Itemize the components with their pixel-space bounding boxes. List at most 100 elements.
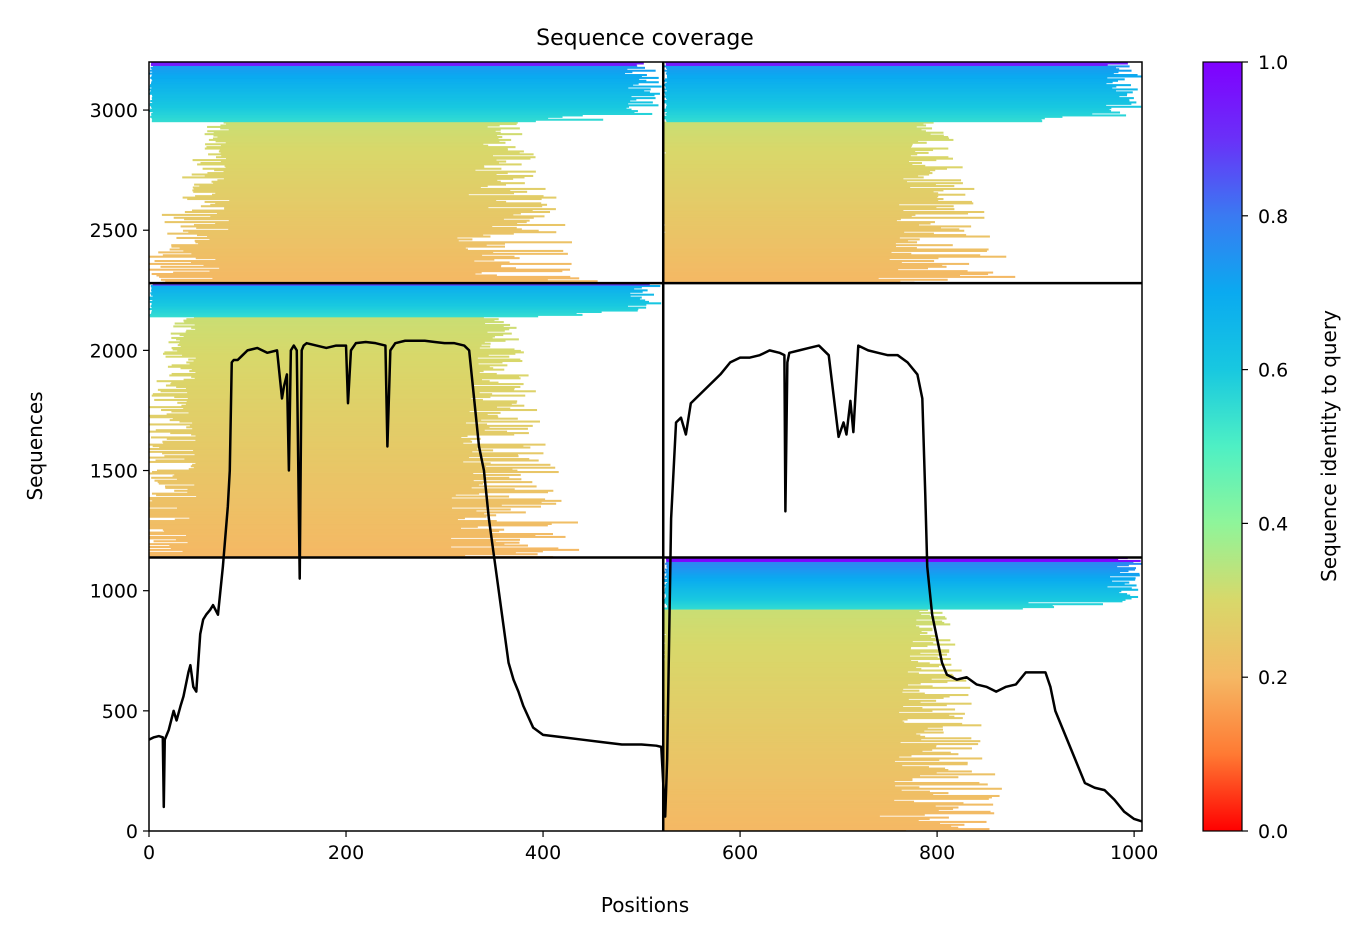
- coverage-row: [663, 698, 909, 701]
- coverage-row: [664, 649, 950, 652]
- coverage-row: [176, 478, 522, 481]
- coverage-row: [196, 234, 484, 237]
- coverage-row: [149, 548, 580, 551]
- coverage-row: [663, 773, 996, 776]
- coverage-row: [212, 137, 499, 140]
- coverage-row: [149, 92, 660, 95]
- coverage-row: [164, 485, 537, 488]
- coverage-row: [666, 572, 1140, 575]
- coverage-row: [663, 732, 917, 735]
- coverage-row: [663, 679, 967, 682]
- coverage-row: [167, 232, 514, 235]
- coverage-row: [663, 815, 880, 818]
- coverage-row: [152, 471, 559, 474]
- coverage-row: [179, 420, 540, 423]
- coverage-row: [663, 823, 965, 826]
- coverage-row: [150, 305, 628, 308]
- coverage-row: [150, 436, 462, 439]
- coverage-row: [228, 228, 522, 231]
- coverage-row: [182, 176, 525, 179]
- coverage-row: [149, 520, 497, 523]
- coverage-row: [196, 226, 517, 229]
- coverage-row: [192, 189, 511, 192]
- coverage-row: [663, 709, 933, 712]
- coverage-row: [149, 554, 466, 557]
- coverage-row: [149, 521, 578, 524]
- coverage-row: [663, 101, 1137, 104]
- coverage-row: [664, 657, 951, 661]
- coverage-row: [218, 150, 524, 153]
- coverage-row: [149, 553, 538, 556]
- coverage-row: [192, 209, 533, 212]
- coverage-row: [208, 153, 534, 156]
- coverage-row: [664, 607, 1023, 610]
- coverage-row: [663, 616, 946, 619]
- coverage-row: [664, 588, 1139, 591]
- y-tick-label: 2000: [90, 340, 138, 362]
- coverage-row: [664, 134, 944, 137]
- coverage-row: [151, 105, 630, 108]
- coverage-row: [149, 430, 508, 433]
- coverage-row: [183, 378, 483, 381]
- coverage-row: [667, 68, 1120, 71]
- coverage-row: [228, 219, 530, 222]
- coverage-row: [169, 248, 468, 251]
- coverage-row: [225, 166, 485, 169]
- coverage-row: [664, 92, 1128, 95]
- coverage-row: [663, 228, 960, 231]
- coverage-row: [663, 678, 932, 681]
- coverage-row: [663, 704, 947, 707]
- x-axis: 0 200 400 600 800 1000: [143, 831, 1158, 864]
- coverage-row: [157, 481, 533, 484]
- coverage-row: [663, 185, 955, 188]
- coverage-row: [220, 160, 507, 163]
- coverage-row: [663, 662, 930, 665]
- coverage-row: [663, 744, 937, 747]
- coverage-row: [151, 312, 577, 315]
- coverage-row: [665, 633, 920, 636]
- coverage-row: [152, 499, 562, 502]
- coverage-row: [663, 828, 990, 831]
- coverage-row: [192, 186, 481, 189]
- coverage-row: [663, 819, 919, 822]
- coverage-row: [151, 107, 627, 110]
- coverage-row: [663, 580, 1113, 583]
- coverage-row: [223, 177, 514, 180]
- coverage-row: [663, 818, 930, 821]
- coverage-row: [213, 134, 498, 137]
- coverage-row: [152, 95, 632, 98]
- coverage-row: [152, 445, 524, 448]
- coverage-row: [667, 604, 1053, 607]
- coverage-row: [216, 212, 521, 215]
- coverage-row: [663, 810, 991, 813]
- coverage-row: [157, 388, 514, 391]
- coverage-row: [194, 483, 479, 487]
- coverage-row: [666, 97, 1134, 100]
- colorbar-tick-label: 0.6: [1258, 360, 1288, 382]
- y-tick-label: 500: [102, 701, 138, 723]
- coverage-row: [663, 117, 1045, 120]
- coverage-row: [663, 754, 912, 757]
- coverage-row: [186, 400, 518, 403]
- coverage-block: [663, 557, 1142, 831]
- coverage-row: [664, 568, 1136, 571]
- coverage-row: [663, 800, 915, 803]
- coverage-row: [663, 652, 921, 655]
- coverage-row: [663, 779, 913, 782]
- coverage-row: [664, 108, 1110, 111]
- coverage-row: [186, 329, 505, 332]
- coverage-row: [663, 683, 908, 686]
- coverage-row: [187, 198, 542, 201]
- coverage-row: [165, 486, 472, 489]
- coverage-row: [663, 222, 931, 225]
- coverage-row: [200, 161, 500, 165]
- coverage-row: [663, 268, 899, 271]
- coverage-row: [161, 213, 514, 216]
- coverage-row: [665, 82, 1107, 85]
- coverage-row: [149, 85, 662, 88]
- coverage-row: [663, 718, 908, 721]
- coverage-row: [666, 66, 1116, 69]
- coverage-row: [665, 570, 1129, 573]
- coverage-row: [149, 514, 497, 517]
- coverage-row: [663, 637, 936, 640]
